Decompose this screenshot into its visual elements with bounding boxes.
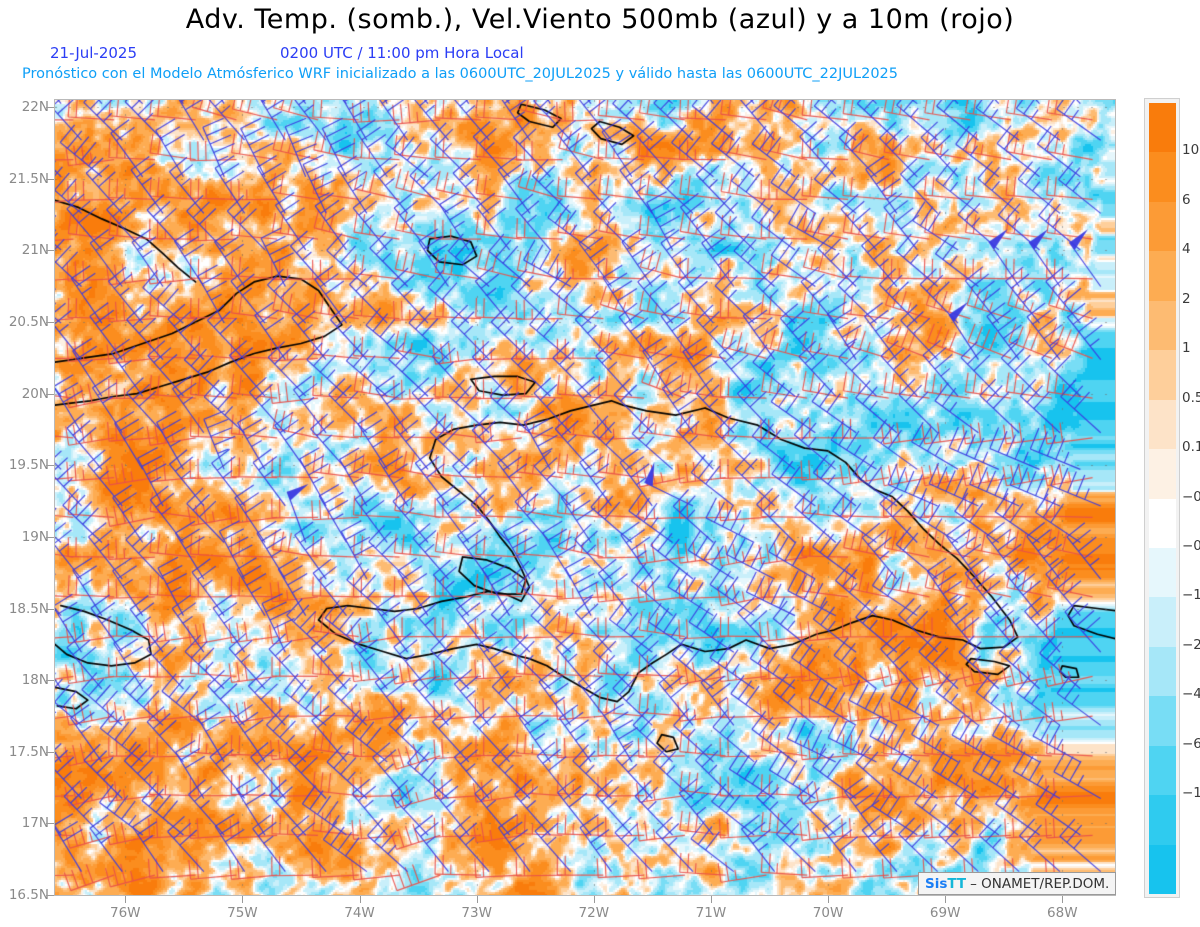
lon-tick-mark	[476, 896, 478, 903]
credit-badge: Sis TT – ONAMET/REP.DOM.	[918, 872, 1117, 895]
lon-tick-label: 68W	[1047, 905, 1078, 921]
lon-tick-label: 72W	[578, 905, 610, 921]
lat-tick-label: 16.5N	[8, 887, 49, 903]
lat-tick-label: 20.5N	[8, 314, 49, 331]
forecast-time: 0200 UTC / 11:00 pm Hora Local	[280, 44, 524, 62]
lon-tick-label: 70W	[812, 905, 844, 921]
lat-tick-label: 22N	[21, 99, 49, 116]
lat-tick-label: 20N	[21, 385, 49, 402]
lat-tick-label: 19.5N	[8, 457, 49, 474]
lat-tick-mark	[46, 751, 54, 753]
colorbar-tick-label: −4	[1182, 686, 1200, 703]
lon-tick-label: 71W	[695, 905, 727, 921]
colorbar-segment	[1149, 844, 1176, 894]
colorbar-segment	[1149, 745, 1176, 796]
colorbar-segment	[1149, 251, 1176, 301]
colorbar-tick-label: 1	[1182, 340, 1191, 357]
colorbar-segment	[1149, 597, 1176, 647]
gridline-layer	[55, 100, 1115, 895]
colorbar-tick-label: −2	[1182, 636, 1200, 653]
colorbar-segment	[1149, 350, 1176, 400]
colorbar-tick-label: 6	[1182, 191, 1191, 208]
colorbar-segment	[1149, 449, 1176, 499]
lat-tick-mark	[46, 465, 54, 467]
lon-tick-mark	[710, 896, 712, 903]
lat-tick-mark	[46, 393, 54, 395]
lat-tick-mark	[46, 823, 54, 825]
colorbar-tick-label: 0.5	[1182, 389, 1200, 406]
lat-tick-mark	[46, 536, 54, 538]
brand-tt: TT	[947, 875, 967, 892]
colorbar-tick-label: −1	[1182, 587, 1200, 604]
colorbar-gradient	[1149, 103, 1176, 894]
lat-tick-mark	[46, 680, 54, 682]
colorbar-segment	[1149, 103, 1176, 153]
forecast-date: 21-Jul-2025	[50, 44, 138, 62]
colorbar-segment	[1149, 152, 1176, 202]
colorbar-tick-label: 10	[1182, 142, 1200, 159]
page-title: Adv. Temp. (somb.), Vel.Viento 500mb (az…	[185, 4, 1015, 35]
lon-tick-mark	[593, 896, 595, 903]
colorbar-segment	[1149, 696, 1176, 746]
lat-tick-mark	[46, 895, 54, 896]
colorbar-tick-label: −0.1	[1182, 488, 1200, 505]
colorbar-tick-label: 0.1	[1182, 439, 1200, 456]
lon-tick-mark	[828, 896, 830, 903]
lat-tick-mark	[46, 178, 54, 180]
colorbar-segment	[1149, 646, 1176, 697]
lat-tick-label: 17N	[21, 815, 49, 832]
colorbar-segment	[1149, 498, 1176, 548]
colorbar-tick-label: −0.5	[1182, 537, 1200, 554]
brand-sis: Sis	[925, 875, 948, 892]
lat-tick-label: 17.5N	[8, 743, 49, 760]
lon-tick-label: 74W	[344, 905, 375, 921]
colorbar-tick-label: 2	[1182, 290, 1191, 307]
colorbar	[1144, 98, 1180, 898]
lon-tick-mark	[359, 896, 361, 903]
lon-tick-label: 75W	[227, 905, 258, 921]
lon-tick-mark	[945, 896, 947, 903]
lon-tick-mark	[1062, 896, 1064, 903]
map-plot-area[interactable]	[54, 99, 1116, 896]
colorbar-segment	[1149, 300, 1176, 351]
lat-tick-label: 18N	[21, 672, 49, 689]
lon-tick-mark	[125, 896, 127, 903]
lat-tick-mark	[46, 250, 54, 252]
colorbar-tick-label: 4	[1182, 241, 1191, 258]
lon-tick-label: 73W	[461, 905, 492, 921]
lat-tick-label: 21.5N	[8, 170, 49, 187]
lat-tick-label: 18.5N	[8, 600, 49, 617]
colorbar-segment	[1149, 547, 1176, 598]
model-info-line: Pronóstico con el Modelo Atmósferico WRF…	[22, 66, 899, 82]
lat-tick-mark	[46, 107, 54, 109]
lat-tick-mark	[46, 322, 54, 324]
credit-org: – ONAMET/REP.DOM.	[970, 875, 1110, 892]
lat-tick-label: 21N	[21, 242, 49, 259]
colorbar-tick-label: −6	[1182, 735, 1200, 752]
colorbar-segment	[1149, 201, 1176, 252]
lat-tick-label: 19N	[21, 528, 49, 545]
lat-tick-mark	[46, 608, 54, 610]
colorbar-segment	[1149, 795, 1176, 845]
lon-tick-label: 76W	[110, 905, 141, 921]
lon-tick-mark	[242, 896, 244, 903]
colorbar-tick-label: −10	[1182, 785, 1200, 802]
colorbar-segment	[1149, 399, 1176, 450]
lon-tick-label: 69W	[929, 905, 961, 921]
